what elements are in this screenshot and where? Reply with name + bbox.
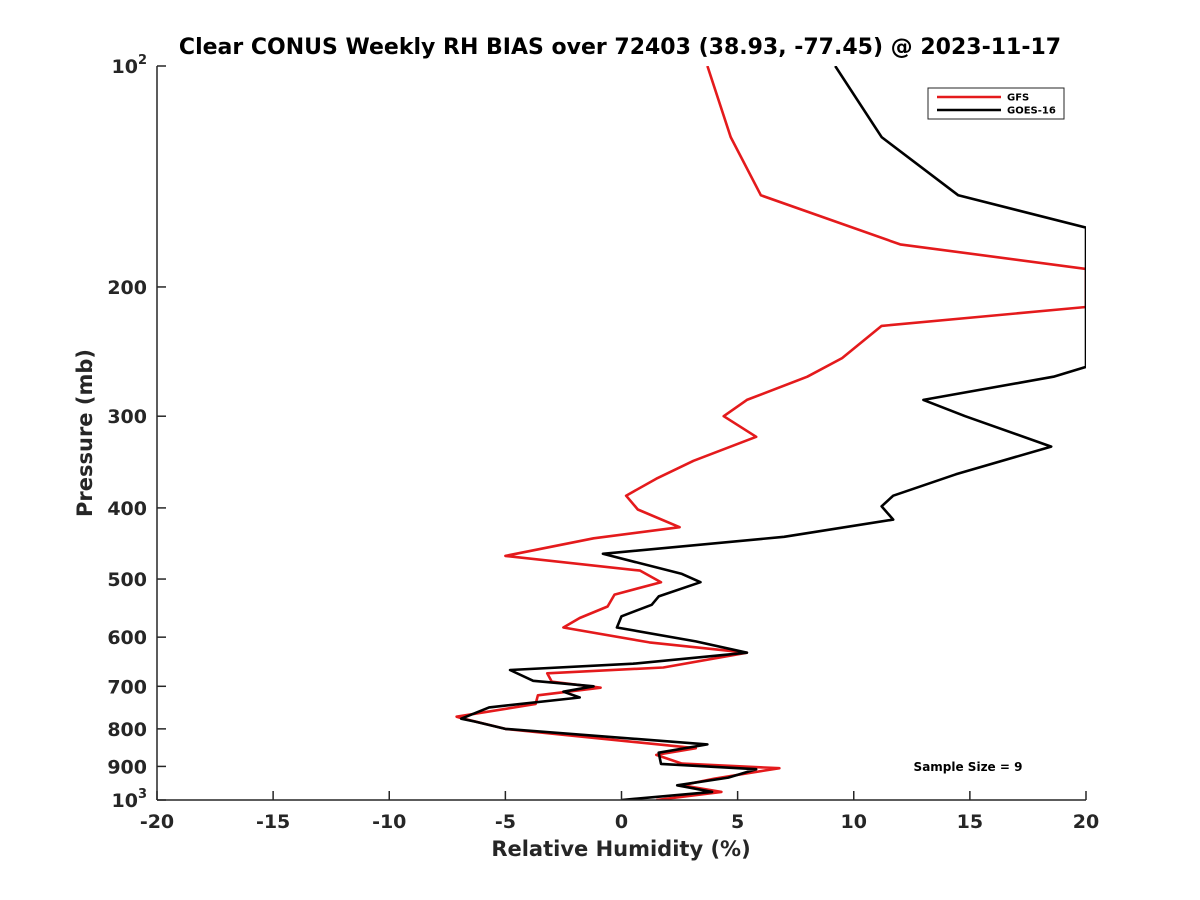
x-tick-label: -10	[372, 811, 406, 833]
chart-title: Clear CONUS Weekly RH BIAS over 72403 (3…	[179, 35, 1061, 60]
x-tick-label: -5	[495, 811, 516, 833]
legend-label-gfs: GFS	[1007, 93, 1029, 104]
legend: GFS GOES-16	[927, 87, 1065, 120]
y-tick-label: 200	[107, 277, 147, 299]
legend-label-goes-16: GOES-16	[1007, 106, 1056, 117]
y-tick-label: 300	[107, 406, 147, 428]
x-axis-ticks: -20 -15 -10 -5 0 5 10 15 20	[140, 791, 1099, 833]
y-tick-label: 102	[112, 53, 148, 78]
y-tick-label: 400	[107, 498, 147, 520]
series-line-gfs	[455, 66, 1086, 800]
x-tick-label: 5	[731, 811, 744, 833]
x-tick-label: -20	[140, 811, 174, 833]
x-tick-label: -15	[256, 811, 290, 833]
series-line-goes-16	[459, 66, 1086, 800]
y-tick-label: 700	[107, 676, 147, 698]
sample-size-annotation: Sample Size = 9	[914, 760, 1023, 774]
y-tick-label: 600	[107, 627, 147, 649]
x-tick-label: 10	[841, 811, 867, 833]
y-axis-label: Pressure (mb)	[73, 349, 97, 517]
x-axis-label: Relative Humidity (%)	[491, 837, 750, 861]
x-tick-label: 15	[957, 811, 983, 833]
series-layer	[455, 66, 1086, 800]
y-tick-label: 103	[112, 787, 148, 812]
x-tick-label: 0	[615, 811, 628, 833]
y-tick-label: 500	[107, 569, 147, 591]
x-tick-label: 20	[1073, 811, 1099, 833]
y-tick-label: 900	[107, 756, 147, 778]
legend-box	[927, 87, 1065, 120]
y-axis-ticks: 102 200 300 400 500 600 700 800 900 103	[107, 53, 166, 812]
y-tick-label: 800	[107, 719, 147, 741]
